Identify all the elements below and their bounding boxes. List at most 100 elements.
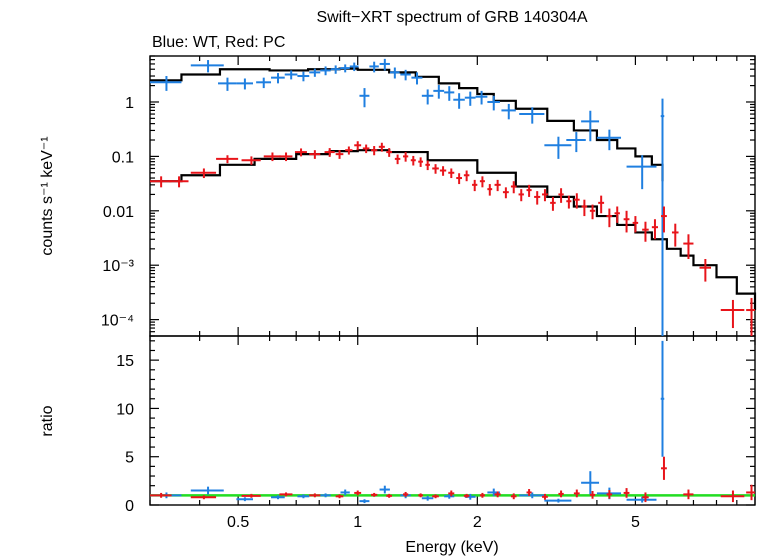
data-point <box>418 157 424 167</box>
data-point <box>263 152 281 162</box>
data-point <box>581 471 600 495</box>
data-point <box>340 64 350 73</box>
data-point <box>444 86 455 101</box>
data-point <box>439 166 447 176</box>
data-point <box>683 489 694 500</box>
data-point <box>558 188 564 203</box>
data-point <box>487 184 493 196</box>
data-point <box>661 456 667 480</box>
top-panel-frame <box>149 55 756 337</box>
data-point <box>411 72 423 85</box>
data-point <box>297 494 310 499</box>
data-point <box>614 206 620 223</box>
data-point <box>421 89 434 105</box>
data-point <box>589 204 596 220</box>
data-point <box>236 497 254 502</box>
data-point <box>324 148 335 157</box>
data-point <box>320 493 331 498</box>
data-point <box>379 485 390 494</box>
data-point <box>671 223 679 247</box>
data-point <box>371 492 378 497</box>
data-point <box>190 60 224 73</box>
data-point <box>320 66 331 76</box>
data-point <box>487 95 500 111</box>
data-point <box>362 144 370 154</box>
y-tick-label-bottom: 15 <box>116 353 134 370</box>
data-point <box>566 195 572 209</box>
data-point <box>359 499 370 504</box>
model-line-wt <box>150 67 664 182</box>
data-point <box>418 493 424 498</box>
y-tick-label-bottom: 5 <box>125 450 134 467</box>
data-point <box>444 493 455 499</box>
data-point <box>542 189 548 202</box>
data-point <box>623 210 630 233</box>
data-point <box>297 71 310 82</box>
x-tick-label: 5 <box>631 514 640 531</box>
data-point <box>371 146 378 156</box>
data-point <box>660 340 665 457</box>
data-point <box>479 492 485 498</box>
data-point <box>432 494 439 499</box>
data-point <box>425 160 430 171</box>
data-point <box>378 142 385 152</box>
data-point <box>354 490 362 496</box>
data-point <box>330 65 341 74</box>
data-point <box>626 496 657 503</box>
data-point <box>494 491 501 498</box>
data-point <box>359 88 370 108</box>
x-tick-label: 1 <box>353 514 362 531</box>
data-point <box>389 67 400 79</box>
data-point <box>453 93 465 109</box>
data-point <box>544 136 572 159</box>
data-point <box>169 176 189 188</box>
data-point <box>475 90 488 105</box>
data-point <box>402 491 409 497</box>
data-point <box>335 150 344 159</box>
data-point <box>526 184 532 197</box>
data-point <box>518 189 524 202</box>
y-tick-label-bottom: 10 <box>116 401 134 418</box>
data-point <box>534 191 541 205</box>
data-point <box>448 490 455 497</box>
data-point <box>279 492 293 497</box>
data-point <box>542 493 548 500</box>
data-point <box>683 234 694 260</box>
data-point <box>402 152 409 162</box>
data-point <box>236 78 254 90</box>
data-point <box>216 155 239 164</box>
data-point <box>651 219 659 240</box>
data-point <box>526 489 532 496</box>
data-point <box>746 297 755 336</box>
data-point <box>354 141 362 151</box>
data-point <box>150 492 172 498</box>
data-point <box>632 216 639 233</box>
data-point <box>410 155 416 166</box>
chart-title: Swift−XRT spectrum of GRB 140304A <box>316 9 587 26</box>
plot-layer: 0.5 1 2 5 1 0.1 0.01 10⁻³ 10⁻⁴ 0 5 10 15 <box>101 55 757 531</box>
data-point <box>400 69 411 81</box>
ratio-series-wt <box>150 340 665 504</box>
top-series-wt <box>150 58 665 336</box>
y-tick-label-top: 1 <box>125 95 134 112</box>
data-point <box>642 221 649 242</box>
data-point <box>190 486 224 495</box>
data-point <box>279 152 293 162</box>
data-point <box>472 179 478 192</box>
data-point <box>386 148 393 157</box>
data-point <box>349 62 359 72</box>
data-point <box>581 110 600 142</box>
data-point <box>598 195 605 214</box>
data-point <box>581 199 588 217</box>
data-point <box>241 493 261 498</box>
data-point <box>519 492 545 499</box>
data-point <box>589 490 596 499</box>
data-point <box>494 179 501 192</box>
data-point <box>463 170 470 182</box>
data-point <box>510 181 517 194</box>
x-axis-label: Energy (keV) <box>405 539 498 556</box>
data-point <box>544 498 572 503</box>
data-point <box>464 91 476 106</box>
data-point <box>309 493 321 498</box>
data-point <box>463 493 470 498</box>
